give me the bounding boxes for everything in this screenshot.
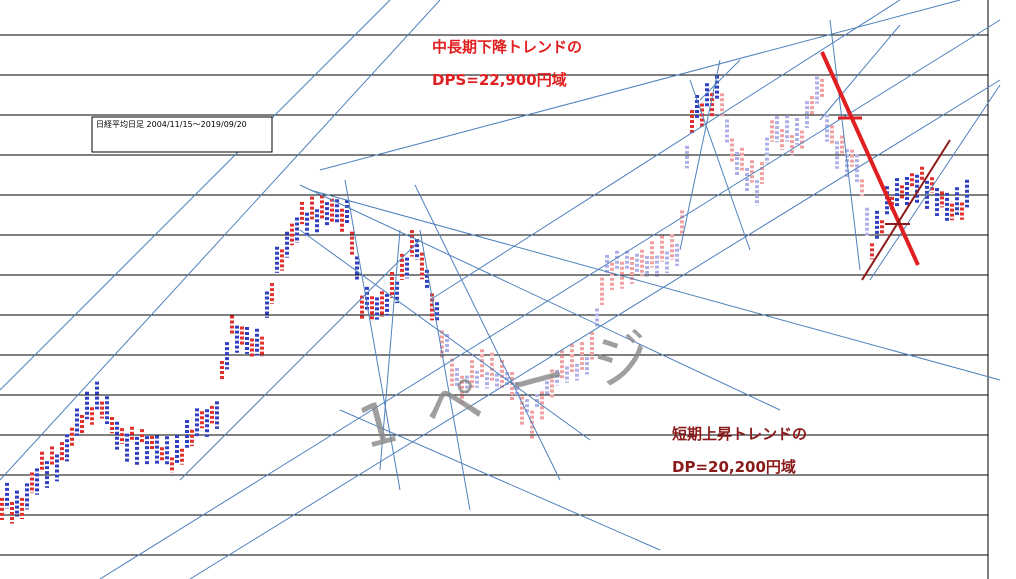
watermark: 1ページ [352, 311, 688, 462]
support-line [861, 139, 951, 281]
annotation-text: 中長期下降トレンドの [432, 38, 582, 56]
resistance-line [820, 51, 920, 266]
legend-box [91, 116, 273, 153]
legend-text: 日経平均日足 2004/11/15～2019/09/20 [96, 119, 247, 129]
point-figure-columns [0, 75, 969, 524]
annotation-text: DPS=22,900円域 [432, 71, 567, 89]
annotation-text: 短期上昇トレンドの [672, 425, 807, 443]
annotation-text: DP=20,200円域 [672, 458, 796, 476]
grid [0, 34, 988, 556]
